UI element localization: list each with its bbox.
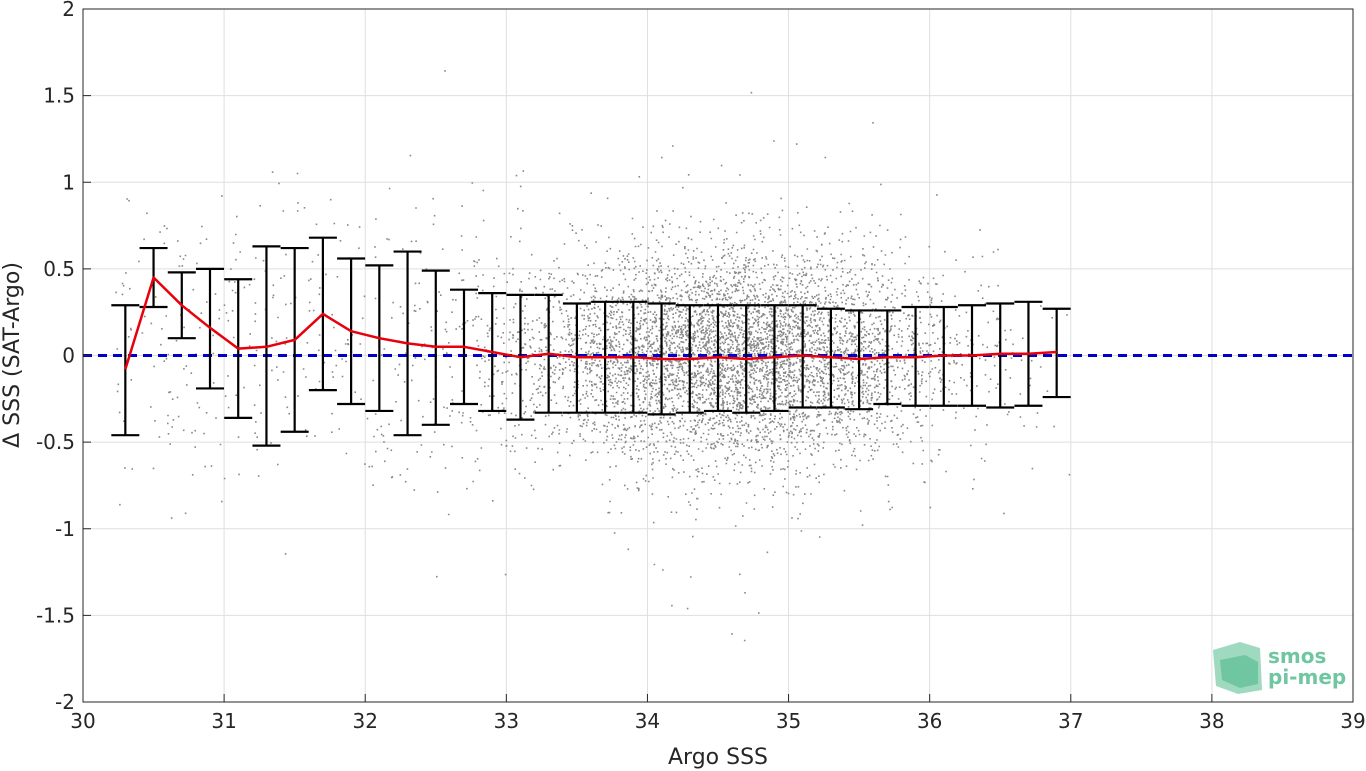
- y-tick-label: -2: [55, 690, 75, 714]
- x-axis-label: Argo SSS: [668, 745, 768, 770]
- logo-text-line1: smos: [1268, 644, 1326, 668]
- x-tick-label: 35: [776, 709, 801, 733]
- x-tick-label: 37: [1058, 709, 1083, 733]
- x-tick-label: 32: [352, 709, 377, 733]
- x-tick-label: 34: [635, 709, 660, 733]
- x-tick-label: 33: [494, 709, 519, 733]
- y-tick-label: -1.5: [36, 603, 75, 627]
- smos-pi-mep-logo: smos pi-mep: [1213, 642, 1346, 694]
- y-tick-label: 0.5: [43, 257, 75, 281]
- x-tick-label: 38: [1199, 709, 1224, 733]
- mean-line: [124, 276, 1057, 370]
- x-tick-label: 30: [70, 709, 95, 733]
- y-tick-label: 2: [62, 0, 75, 21]
- error-bar: [111, 304, 140, 437]
- x-tick-label: 39: [1340, 709, 1365, 733]
- x-axis-ticks: 30 31 32 33 34 35 36 37 38 39: [70, 694, 1366, 733]
- y-axis-ticks: 2 1.5 1 0.5 0 -0.5 -1 -1.5 -2: [36, 0, 91, 714]
- y-axis-label: Δ SSS (SAT-Argo): [0, 262, 25, 448]
- logo-shape-inner-icon: [1220, 655, 1258, 688]
- y-tick-label: -0.5: [36, 430, 75, 454]
- x-tick-label: 31: [211, 709, 236, 733]
- y-tick-label: 0: [62, 344, 75, 368]
- y-tick-label: 1: [62, 170, 75, 194]
- mean-bias-line: [124, 276, 1057, 370]
- x-tick-label: 36: [917, 709, 942, 733]
- logo-text-line2: pi-mep: [1268, 665, 1346, 689]
- error-bar: [986, 302, 1015, 409]
- y-tick-label: -1: [55, 517, 75, 541]
- y-tick-label: 1.5: [43, 84, 75, 108]
